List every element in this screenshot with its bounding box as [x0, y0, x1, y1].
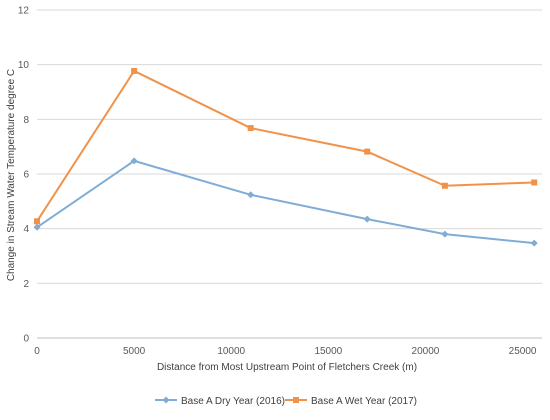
- data-point: [33, 223, 41, 231]
- data-point: [364, 148, 371, 155]
- legend: Base A Dry Year (2016) Base A Wet Year (2…: [155, 396, 417, 407]
- x-tick-labels: 0 5000 10000 15000 20000 25000: [34, 346, 537, 357]
- y-tick-labels: 0 2 4 6 8 10 12: [18, 6, 30, 345]
- x-tick-label: 15000: [314, 346, 342, 357]
- data-point: [531, 179, 538, 186]
- data-point: [441, 182, 448, 189]
- series-2: [34, 67, 538, 225]
- y-tick-label: 0: [23, 334, 29, 345]
- y-tick-label: 12: [18, 6, 30, 17]
- x-tick-label: 25000: [509, 346, 537, 357]
- series-line: [36, 159, 535, 245]
- y-tick-label: 4: [23, 224, 29, 235]
- data-point: [247, 125, 254, 132]
- gridlines: [37, 9, 542, 284]
- data-point: [130, 157, 138, 165]
- y-tick-label: 6: [23, 170, 29, 181]
- y-tick-label: 10: [18, 60, 30, 71]
- x-tick-label: 5000: [123, 346, 146, 357]
- data-point: [530, 239, 538, 247]
- data-point: [363, 215, 371, 223]
- data-point: [131, 67, 138, 74]
- x-tick-label: 10000: [217, 346, 245, 357]
- legend-item: Base A Wet Year (2017): [285, 396, 417, 407]
- series-line: [36, 69, 535, 222]
- legend-swatch-marker: [293, 397, 299, 403]
- legend-label: Base A Wet Year (2017): [311, 396, 417, 407]
- data-point: [247, 191, 255, 199]
- x-tick-label: 20000: [412, 346, 440, 357]
- series-layer: [33, 67, 538, 247]
- series-1: [33, 157, 538, 247]
- legend-item: Base A Dry Year (2016): [155, 396, 285, 407]
- x-tick-label: 0: [34, 346, 40, 357]
- legend-swatch-marker: [162, 396, 170, 404]
- data-point: [34, 218, 40, 225]
- y-tick-label: 8: [23, 115, 29, 126]
- y-tick-label: 2: [23, 279, 29, 290]
- legend-label: Base A Dry Year (2016): [181, 396, 285, 407]
- x-axis-label: Distance from Most Upstream Point of Fle…: [157, 362, 417, 373]
- y-axis-label: Change in Stream Water Temperature degre…: [6, 69, 17, 281]
- data-point: [441, 230, 449, 238]
